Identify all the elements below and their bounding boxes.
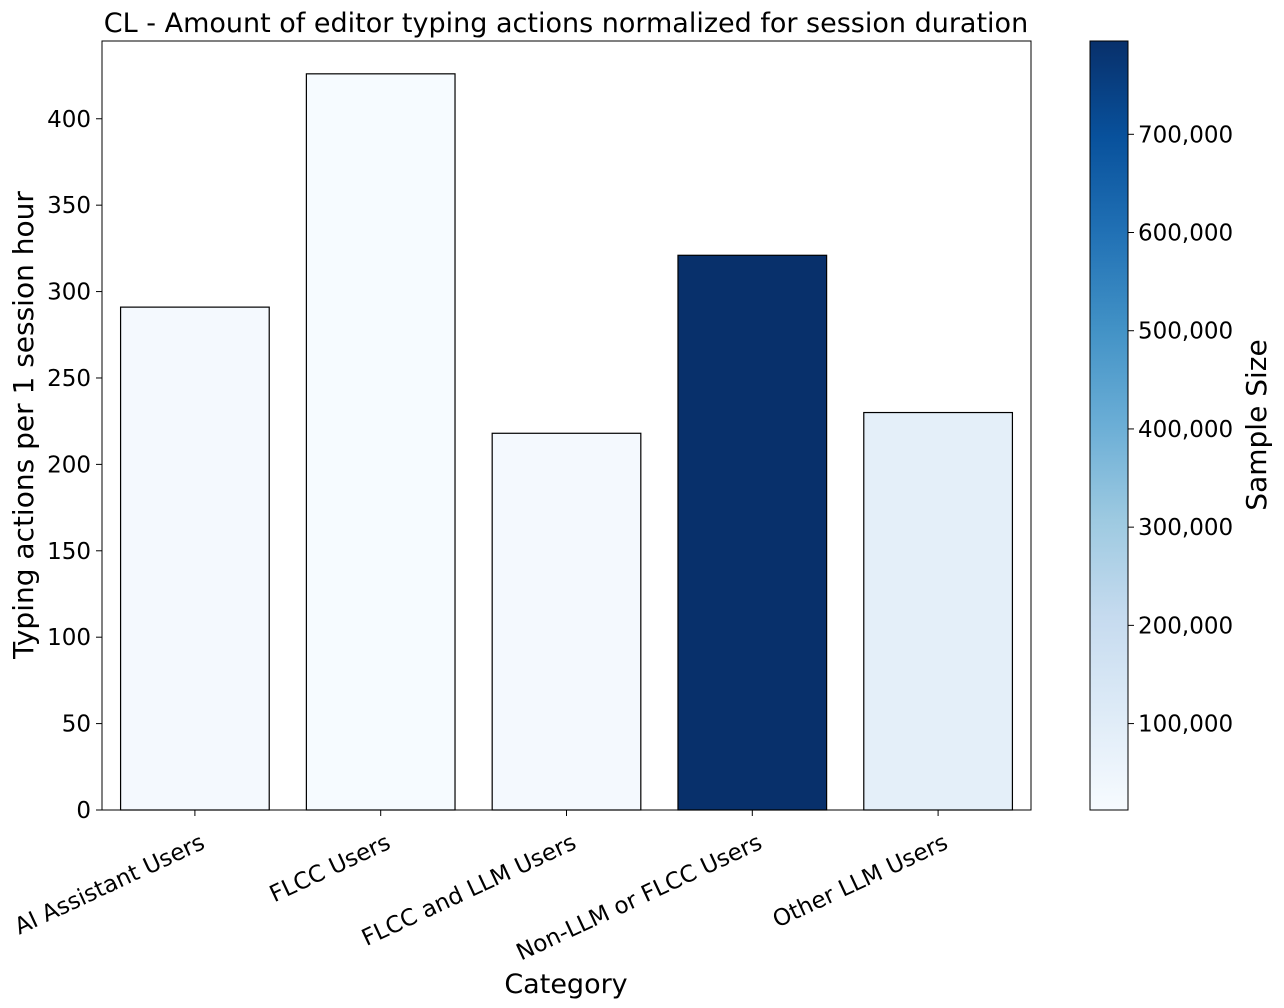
y-tick-label: 150 bbox=[47, 539, 91, 565]
y-tick-label: 50 bbox=[62, 712, 91, 738]
y-axis-label: Typing actions per 1 session hour bbox=[7, 191, 40, 660]
bar bbox=[491, 432, 642, 811]
bar bbox=[119, 306, 270, 811]
colorbar-tick-label: 500,000 bbox=[1138, 319, 1233, 345]
bar bbox=[677, 254, 828, 811]
x-axis-label: Category bbox=[504, 969, 627, 1000]
colorbar-tick-label: 200,000 bbox=[1138, 613, 1233, 639]
colorbar bbox=[1089, 40, 1129, 811]
colorbar-tick-label: 100,000 bbox=[1138, 712, 1233, 738]
x-tick-label: FLCC Users bbox=[266, 830, 395, 908]
x-tick-label: Other LLM Users bbox=[769, 830, 952, 934]
y-tick-label: 250 bbox=[47, 366, 91, 392]
y-tick-label: 0 bbox=[76, 798, 91, 824]
colorbar-tick-label: 400,000 bbox=[1138, 417, 1233, 443]
colorbar-tick-label: 600,000 bbox=[1138, 221, 1233, 247]
chart-title: CL - Amount of editor typing actions nor… bbox=[104, 8, 1028, 39]
bar bbox=[863, 411, 1014, 811]
y-tick-label: 350 bbox=[47, 193, 91, 219]
y-tick-label: 200 bbox=[47, 452, 91, 478]
bar bbox=[305, 73, 456, 811]
colorbar-tick-label: 700,000 bbox=[1138, 122, 1233, 148]
y-tick-label: 400 bbox=[47, 107, 91, 133]
y-tick-label: 300 bbox=[47, 280, 91, 306]
colorbar-label: Sample Size bbox=[1240, 339, 1273, 510]
y-tick-label: 100 bbox=[47, 625, 91, 651]
x-tick-label: AI Assistant Users bbox=[11, 830, 209, 941]
colorbar-tick-label: 300,000 bbox=[1138, 515, 1233, 541]
